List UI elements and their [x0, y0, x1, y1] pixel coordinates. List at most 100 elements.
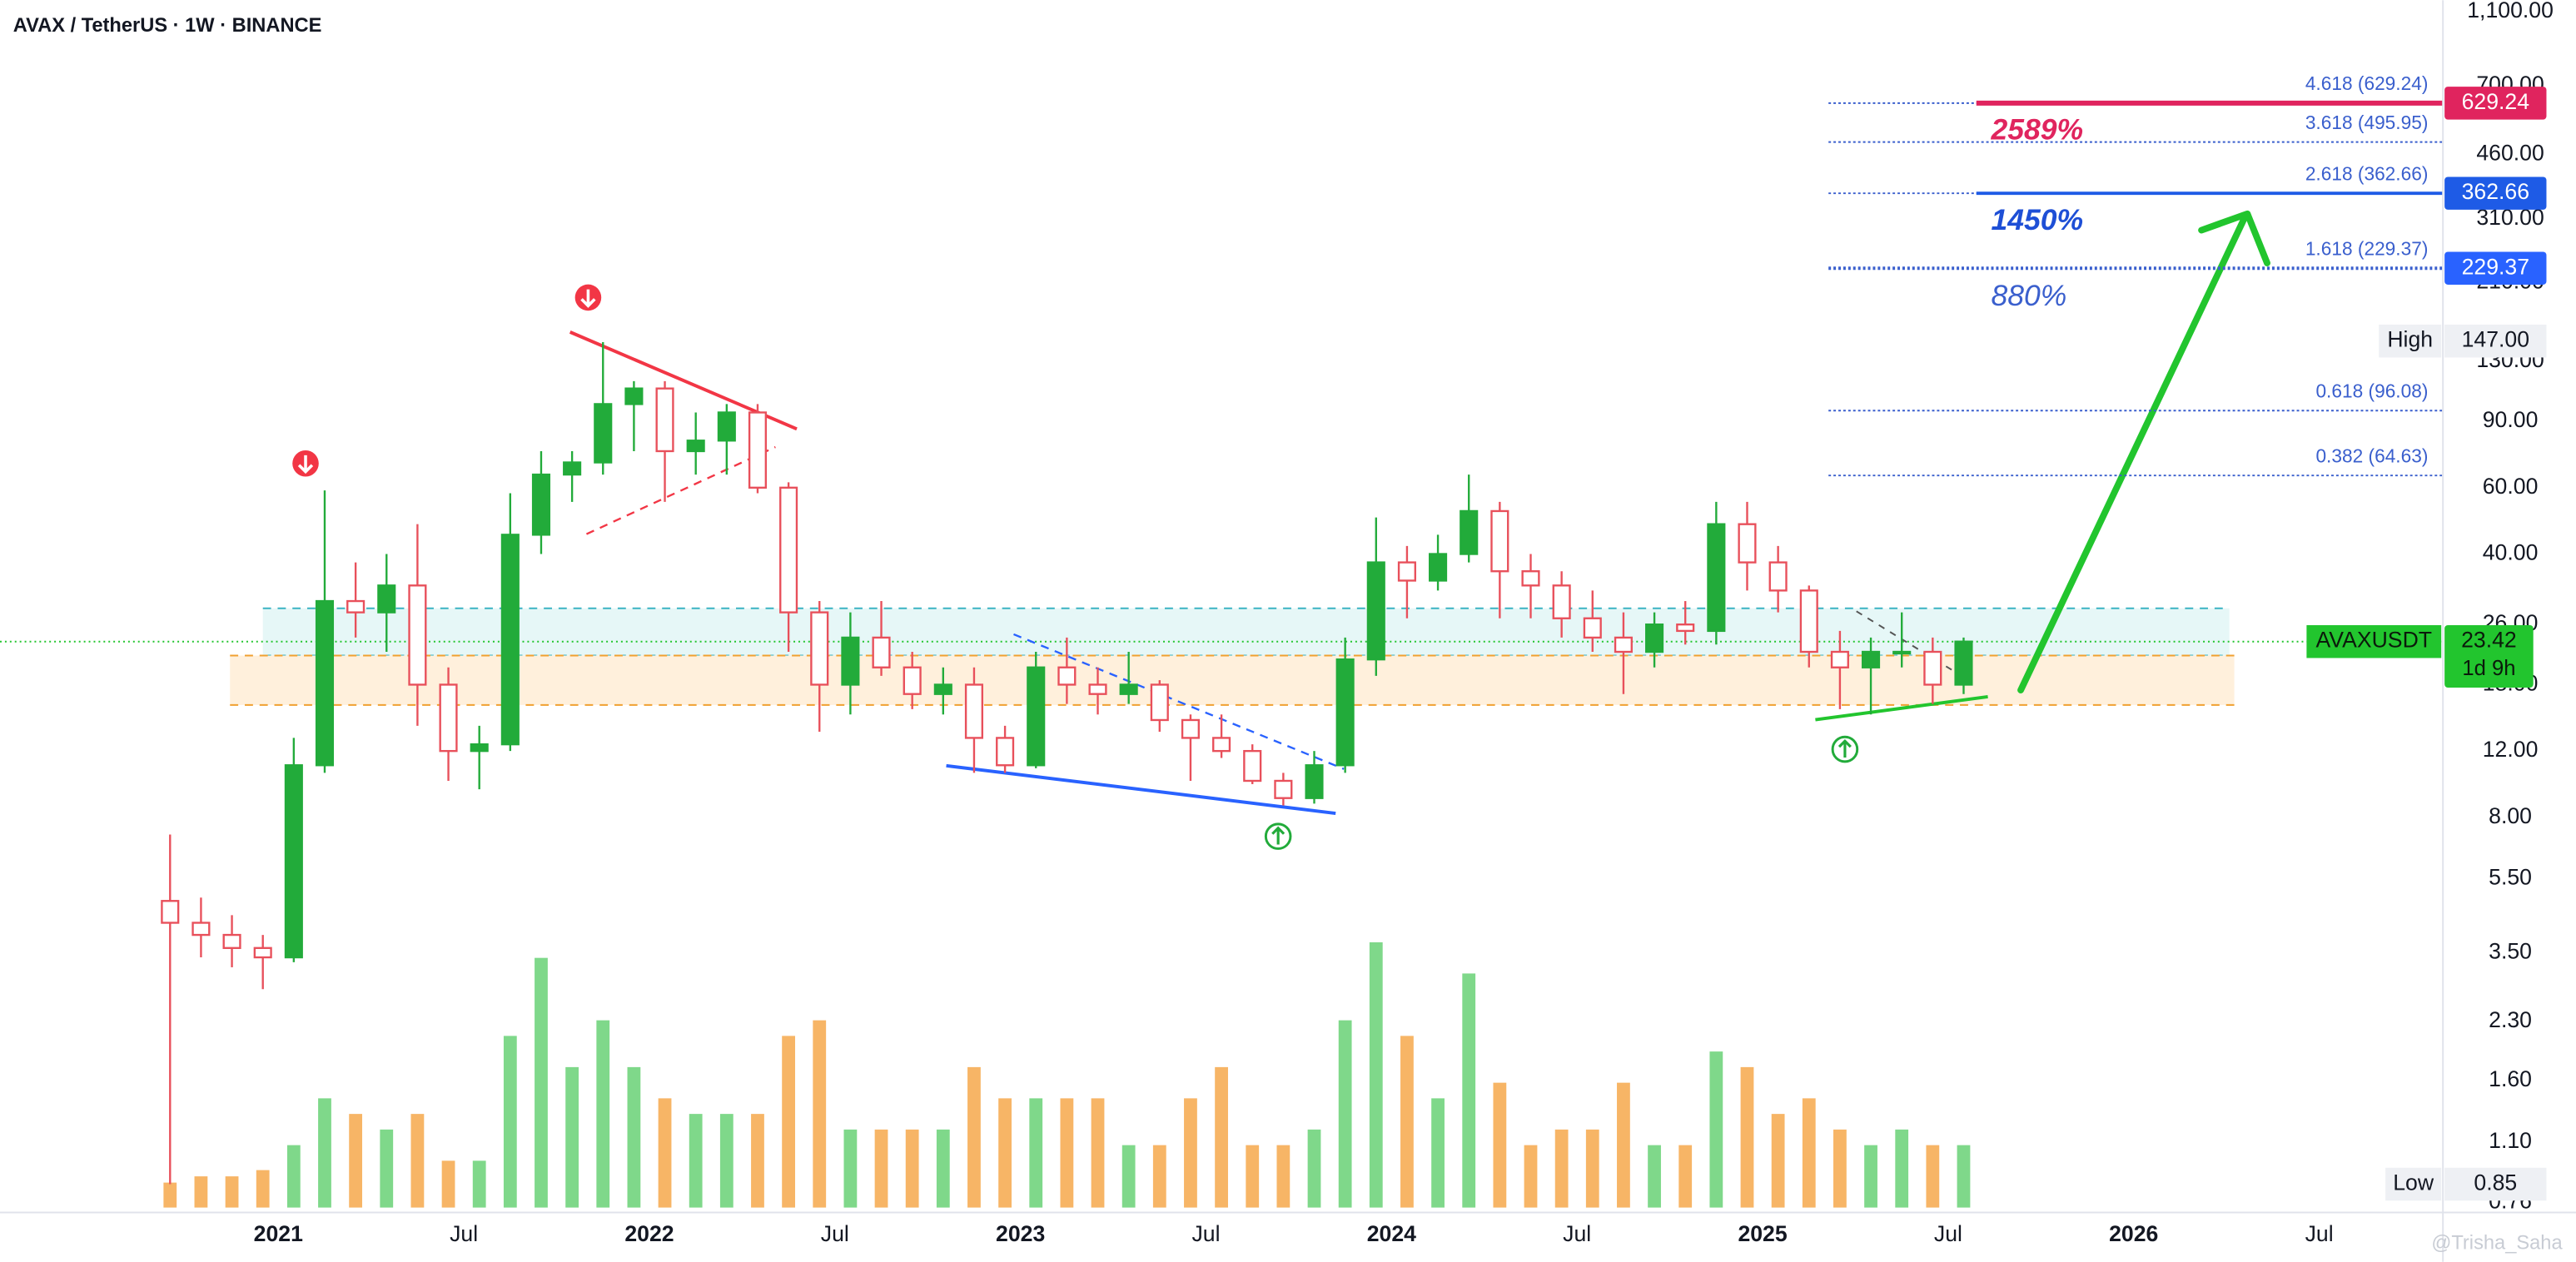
- y-tick-label: 460.00: [2476, 140, 2544, 165]
- candle-body: [1521, 570, 1540, 587]
- candle-body: [253, 946, 272, 959]
- candle-body: [810, 611, 829, 686]
- candle-body: [748, 411, 768, 489]
- volume-bar: [1060, 1098, 1074, 1208]
- arrow-head: [2198, 210, 2270, 266]
- volume-bar: [1740, 1066, 1754, 1208]
- candle-body: [1274, 779, 1293, 799]
- volume-bar: [318, 1098, 331, 1208]
- candle-body: [1088, 683, 1107, 695]
- volume-bar: [163, 1182, 177, 1208]
- candle-body: [1707, 523, 1726, 633]
- volume-bar: [905, 1129, 919, 1208]
- candle-body: [779, 486, 798, 614]
- candle-body: [1552, 584, 1571, 619]
- countdown-label: 1d 9h: [2462, 657, 2515, 680]
- volume-bar: [1246, 1145, 1260, 1208]
- candle-body: [346, 599, 366, 614]
- volume-bar: [1091, 1098, 1105, 1208]
- price-tag: [2444, 87, 2547, 120]
- axis-layer: 0.761.101.602.303.505.508.0012.0018.0026…: [254, 0, 2564, 1254]
- high-box: [2379, 324, 2442, 358]
- volume-bar: [874, 1129, 888, 1208]
- candle-body: [1305, 764, 1324, 799]
- volume-bar: [1864, 1145, 1877, 1208]
- candle-body: [1150, 683, 1169, 722]
- percent-annotation: 1450%: [1992, 203, 2084, 236]
- front-layer: 4.618 (629.24) 3.618 (495.95) 2.618 (362.6…: [161, 72, 2444, 1185]
- buy-signal: [1264, 735, 1859, 850]
- volume-bar: [719, 1114, 734, 1208]
- y-tick-label: 8.00: [2489, 803, 2532, 828]
- candle-body: [161, 900, 180, 924]
- y-tick-label: 5.50: [2489, 865, 2532, 890]
- candle-body: [1460, 509, 1479, 555]
- candle-body: [1429, 553, 1448, 582]
- low-box: [2385, 1167, 2442, 1201]
- high-tag: [2444, 324, 2547, 358]
- volume-bar: [1184, 1098, 1197, 1208]
- candle-body: [470, 743, 489, 753]
- volume-bar: [225, 1176, 239, 1208]
- volume-bar: [1029, 1098, 1043, 1208]
- high-label: High: [2387, 327, 2433, 352]
- low-tag: [2444, 1167, 2547, 1201]
- volume-bar: [1493, 1082, 1507, 1208]
- candle-body: [717, 411, 736, 442]
- volume-bar: [1678, 1145, 1693, 1208]
- volume-bar: [1802, 1098, 1816, 1208]
- volume-bar: [936, 1129, 950, 1208]
- volume-bar: [1895, 1129, 1909, 1208]
- y-tick-label: 40.00: [2483, 540, 2539, 565]
- candle-body: [1768, 561, 1788, 592]
- candle-body: [1583, 617, 1602, 639]
- price-tag: [2444, 176, 2547, 210]
- x-tick-label: Jul: [1563, 1221, 1591, 1246]
- volume-bar: [256, 1170, 270, 1208]
- candle-body: [872, 636, 891, 668]
- y-tick-label: 1.60: [2489, 1066, 2532, 1091]
- candle-body: [1923, 650, 1942, 686]
- symbol-title: AVAX / TetherUS · 1W · BINANCE: [13, 15, 322, 37]
- volume-bar: [1338, 1020, 1352, 1208]
- y-tick-label: 12.00: [2483, 737, 2539, 762]
- volume-bar: [1369, 942, 1383, 1208]
- candle-body: [624, 387, 644, 405]
- volume-bar: [1926, 1145, 1940, 1208]
- x-tick-label: 2026: [2109, 1221, 2158, 1246]
- fib-label: 0.618 (96.08): [2315, 380, 2428, 402]
- candle-body: [1119, 683, 1138, 695]
- fib-label: 4.618 (629.24): [2305, 72, 2429, 94]
- trend-line: [946, 763, 1336, 815]
- candle-body: [1212, 737, 1231, 753]
- volume-bar: [194, 1176, 208, 1208]
- volume-bar: [1585, 1129, 1599, 1208]
- volume-bar: [565, 1066, 579, 1208]
- fib-label: 0.382 (64.63): [2315, 445, 2428, 466]
- candle-body: [1614, 636, 1633, 653]
- percent-annotation: 880%: [1992, 279, 2067, 312]
- trend-line: [1013, 633, 1345, 770]
- candle-body: [1027, 666, 1046, 767]
- volume-bar: [1957, 1145, 1971, 1208]
- x-tick-label: 2021: [254, 1221, 303, 1246]
- volume-bar: [1307, 1129, 1321, 1208]
- candle-body: [315, 599, 335, 767]
- candle-body: [1366, 561, 1385, 661]
- symbol-tag-label: AVAXUSDT: [2316, 628, 2433, 653]
- sell-signal: [292, 284, 602, 477]
- candle-body: [1892, 650, 1912, 655]
- volume-bar: [1833, 1129, 1847, 1208]
- watermark: @Trisha_Saha: [2431, 1232, 2563, 1254]
- candle-body: [1830, 650, 1849, 668]
- volume-bar: [349, 1114, 363, 1208]
- candle-body: [841, 636, 860, 686]
- volume-bar: [967, 1066, 981, 1208]
- candle-body: [1799, 589, 1818, 653]
- candle-body: [933, 683, 952, 695]
- candle-body: [686, 440, 705, 453]
- x-tick-label: 2025: [1738, 1221, 1787, 1246]
- y-tick-label: 90.00: [2483, 407, 2539, 432]
- volume-bar: [1462, 973, 1476, 1208]
